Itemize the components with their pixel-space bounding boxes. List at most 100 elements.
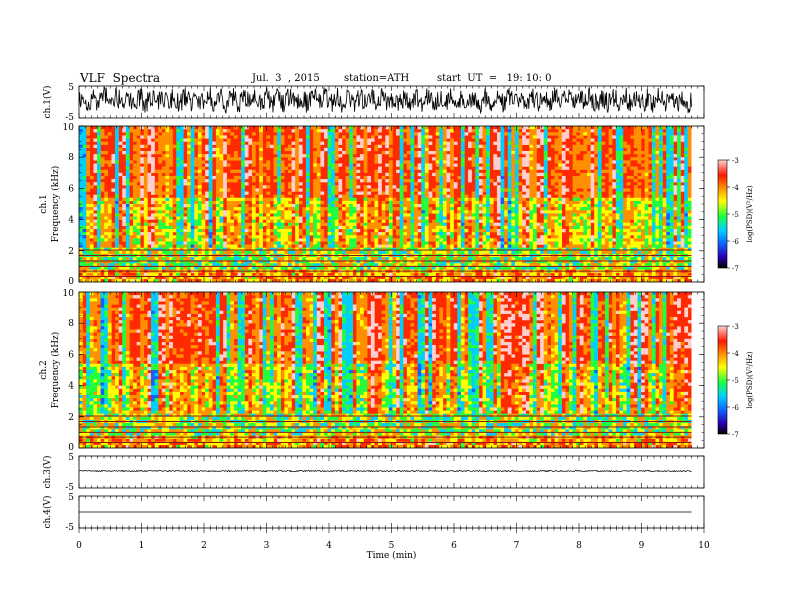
- heatmap-cell: [259, 266, 263, 270]
- heatmap-cell: [287, 225, 292, 230]
- heatmap-cell: [558, 179, 562, 183]
- heatmap-cell: [442, 141, 447, 145]
- heatmap-cell: [378, 129, 382, 133]
- heatmap-cell: [399, 235, 404, 239]
- heatmap-cell: [197, 172, 202, 177]
- heatmap-cell: [349, 175, 354, 180]
- heatmap-cell: [187, 166, 191, 170]
- heatmap-cell: [305, 257, 310, 261]
- heatmap-cell: [179, 179, 184, 183]
- heatmap-cell: [507, 163, 512, 167]
- heatmap-cell: [327, 257, 332, 261]
- heatmap-cell: [496, 228, 501, 233]
- heatmap-cell: [316, 185, 321, 189]
- heatmap-cell: [378, 250, 382, 255]
- heatmap-cell: [396, 250, 400, 255]
- heatmap-cell: [493, 238, 498, 242]
- heatmap-cell: [118, 172, 123, 177]
- heatmap-cell: [197, 194, 202, 198]
- heatmap-cell: [295, 207, 299, 211]
- heatmap-cell: [205, 207, 209, 211]
- heatmap-cell: [331, 179, 336, 183]
- heatmap-cell: [460, 157, 465, 161]
- heatmap-cell: [540, 179, 544, 183]
- heatmap-cell: [331, 263, 336, 267]
- heatmap-cell: [457, 210, 462, 214]
- heatmap-cell: [478, 235, 483, 239]
- heatmap-cell: [129, 244, 134, 248]
- heatmap-cell: [255, 275, 260, 280]
- heatmap-cell: [82, 241, 87, 245]
- heatmap-cell: [360, 126, 364, 130]
- heatmap-cell: [133, 144, 137, 149]
- heatmap-cell: [287, 144, 292, 149]
- heatmap-cell: [500, 172, 505, 177]
- heatmap-cell: [522, 260, 526, 264]
- heatmap-cell: [352, 188, 357, 192]
- heatmap-cell: [104, 197, 109, 202]
- heatmap-cell: [226, 210, 231, 214]
- heatmap-cell: [266, 160, 271, 164]
- heatmap-cell: [241, 257, 245, 261]
- heatmap-cell: [248, 244, 253, 248]
- heatmap-cell: [179, 219, 184, 223]
- heatmap-cell: [414, 278, 418, 283]
- heatmap-cell: [262, 275, 267, 280]
- heatmap-cell: [403, 247, 408, 251]
- heatmap-cell: [208, 247, 213, 251]
- heatmap-cell: [464, 247, 469, 251]
- heatmap-cell: [298, 194, 303, 198]
- heatmap-cell: [194, 257, 199, 261]
- heatmap-cell: [450, 266, 454, 270]
- heatmap-cell: [205, 126, 209, 130]
- heatmap-cell: [233, 257, 238, 261]
- heatmap-cell: [399, 166, 404, 170]
- heatmap-cell: [284, 238, 289, 242]
- heatmap-cell: [251, 266, 256, 270]
- heatmap-cell: [226, 179, 231, 183]
- heatmap-cell: [331, 232, 336, 236]
- heatmap-cell: [151, 135, 155, 139]
- heatmap-cell: [277, 200, 281, 205]
- heatmap-cell: [176, 197, 181, 202]
- heatmap-cell: [385, 263, 390, 267]
- heatmap-cell: [320, 160, 325, 164]
- heatmap-cell: [514, 172, 519, 177]
- heatmap-cell: [233, 241, 238, 245]
- heatmap-cell: [133, 191, 137, 195]
- heatmap-cell: [140, 250, 145, 255]
- heatmap-cell: [176, 266, 181, 270]
- heatmap-cell: [532, 225, 537, 230]
- heatmap-cell: [125, 238, 130, 242]
- heatmap-cell: [187, 250, 191, 255]
- heatmap-cell: [442, 272, 447, 276]
- heatmap-cell: [298, 232, 303, 236]
- heatmap-cell: [298, 188, 303, 192]
- heatmap-cell: [262, 247, 267, 251]
- heatmap-cell: [468, 213, 472, 217]
- heatmap-cell: [190, 188, 195, 192]
- heatmap-cell: [457, 263, 462, 267]
- heatmap-cell: [97, 150, 101, 155]
- heatmap-cell: [388, 126, 393, 130]
- heatmap-cell: [273, 247, 278, 251]
- heatmap-cell: [219, 219, 224, 223]
- heatmap-cell: [536, 182, 541, 186]
- heatmap-cell: [525, 247, 530, 251]
- heatmap-cell: [115, 166, 119, 170]
- heatmap-cell: [410, 169, 415, 173]
- heatmap-cell: [320, 141, 325, 145]
- heatmap-cell: [291, 213, 296, 217]
- heatmap-cell: [305, 260, 310, 264]
- heatmap-cell: [486, 135, 490, 139]
- heatmap-cell: [338, 210, 343, 214]
- heatmap-cell: [169, 182, 173, 186]
- heatmap-cell: [237, 241, 242, 245]
- heatmap-cell: [482, 147, 487, 152]
- heatmap-cell: [280, 160, 285, 164]
- heatmap-cell: [205, 157, 209, 161]
- heatmap-cell: [507, 182, 512, 186]
- heatmap-cell: [295, 200, 299, 205]
- heatmap-cell: [313, 138, 317, 142]
- heatmap-cell: [363, 129, 368, 133]
